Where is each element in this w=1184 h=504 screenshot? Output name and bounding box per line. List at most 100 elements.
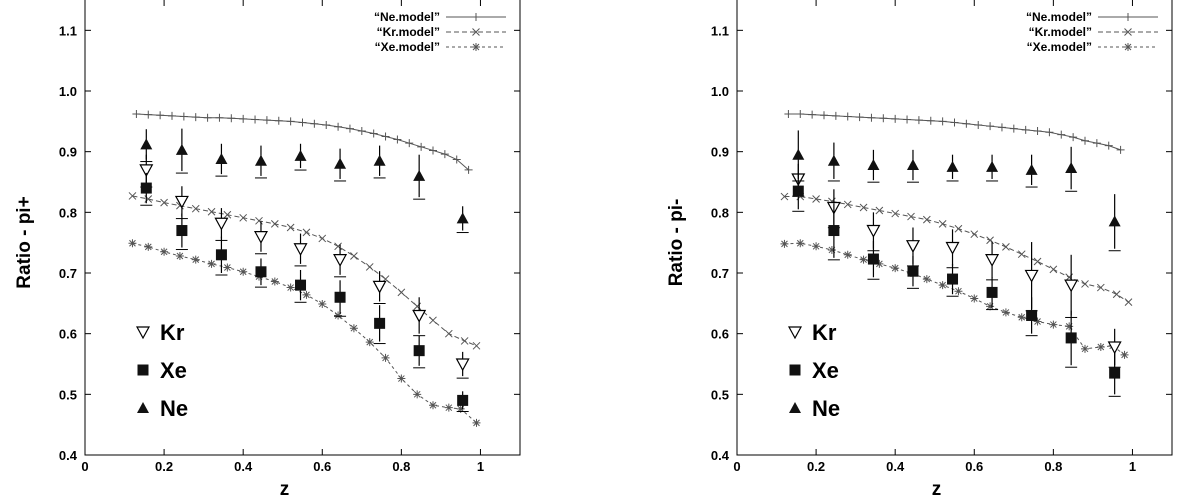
data-point xyxy=(333,254,348,267)
model-legend-marker xyxy=(1124,28,1132,36)
data-legend-label: Kr xyxy=(160,320,185,345)
model-legend-marker xyxy=(472,13,480,21)
x-tick-label: 0.6 xyxy=(965,459,983,474)
x-tick-label: 0.2 xyxy=(807,459,825,474)
plot-frame xyxy=(84,0,521,456)
data-point xyxy=(1065,332,1077,344)
model-point xyxy=(843,112,852,121)
data-point xyxy=(867,253,879,265)
model-legend-marker xyxy=(1124,43,1132,51)
x-axis-title: z xyxy=(932,479,942,500)
data-point xyxy=(413,169,426,181)
model-point xyxy=(1104,141,1113,150)
model-series xyxy=(780,192,1133,306)
data-point xyxy=(866,224,881,238)
model-point xyxy=(974,120,983,129)
model-point xyxy=(922,215,931,224)
model-point xyxy=(875,206,884,215)
model-point xyxy=(907,212,915,221)
data-point xyxy=(1064,279,1079,293)
y-tick-label: 0.8 xyxy=(59,205,77,220)
data-point xyxy=(945,241,960,255)
model-point xyxy=(859,203,868,212)
model-point xyxy=(302,290,311,299)
data-legend-label: Xe xyxy=(160,358,187,383)
model-point xyxy=(239,114,248,123)
model-point xyxy=(962,119,971,128)
y-tick-label: 0.4 xyxy=(711,448,730,463)
model-point xyxy=(843,250,852,259)
model-legend-marker xyxy=(472,43,480,51)
model-point xyxy=(270,220,279,228)
data-point xyxy=(986,160,999,172)
data-point xyxy=(253,231,268,244)
model-point xyxy=(345,124,354,133)
model-point xyxy=(926,116,935,125)
model-point xyxy=(867,113,876,122)
data-point xyxy=(792,185,804,197)
model-point xyxy=(132,110,141,119)
model-point xyxy=(970,230,979,239)
model-point xyxy=(938,220,947,228)
y-tick-label: 1.0 xyxy=(711,84,729,99)
model-series xyxy=(784,110,1125,154)
model-point xyxy=(270,277,279,286)
model-point xyxy=(1049,265,1058,274)
x-tick-label: 0.8 xyxy=(1044,459,1062,474)
data-point xyxy=(985,254,1000,267)
model-point xyxy=(179,112,188,121)
model-point xyxy=(472,341,481,350)
model-point xyxy=(796,239,805,248)
model-legend-label: “Xe.model” xyxy=(1027,40,1092,54)
model-point xyxy=(1069,133,1078,142)
x-tick-label: 1 xyxy=(1129,459,1136,474)
data-point xyxy=(334,157,347,169)
model-point xyxy=(440,150,449,159)
data-series xyxy=(139,154,470,379)
data-point xyxy=(1026,309,1038,321)
model-point xyxy=(859,255,868,264)
data-point xyxy=(828,225,840,237)
data-point xyxy=(907,265,919,277)
data-point xyxy=(215,249,227,261)
model-legend-marker xyxy=(472,28,480,36)
model-point xyxy=(318,234,327,243)
x-tick-label: 0.4 xyxy=(886,459,905,474)
data-point xyxy=(334,291,346,303)
model-point xyxy=(286,117,295,126)
plot-frame xyxy=(736,0,1173,456)
x-tick-label: 0.4 xyxy=(234,459,253,474)
model-point xyxy=(302,228,311,237)
data-point xyxy=(175,143,188,155)
data-legend-marker xyxy=(787,326,803,340)
data-series xyxy=(140,172,469,412)
model-point xyxy=(365,338,374,347)
data-point xyxy=(139,164,154,178)
model-point xyxy=(970,294,979,303)
data-point xyxy=(412,309,427,323)
model-point xyxy=(227,114,236,123)
model-point xyxy=(997,123,1006,132)
model-point xyxy=(891,264,900,273)
y-tick-label: 0.7 xyxy=(59,266,77,281)
model-legend-label: “Ne.model” xyxy=(1026,10,1092,24)
model-point xyxy=(417,142,426,151)
y-tick-label: 0.6 xyxy=(711,327,729,342)
model-point xyxy=(780,239,789,248)
model-point xyxy=(357,127,366,136)
model-legend-label: “Ne.model” xyxy=(374,10,440,24)
model-point xyxy=(1017,250,1026,259)
model-point xyxy=(938,281,947,290)
model-point xyxy=(413,390,422,399)
model-point xyxy=(405,139,414,148)
model-point xyxy=(381,132,390,141)
model-point xyxy=(460,337,469,345)
model-point xyxy=(914,116,923,125)
data-point xyxy=(294,149,307,161)
model-point xyxy=(1081,344,1089,353)
data-legend-marker xyxy=(789,364,801,376)
data-point xyxy=(1024,269,1039,283)
model-point xyxy=(891,114,900,123)
model-point xyxy=(938,117,947,126)
model-point xyxy=(128,192,137,200)
